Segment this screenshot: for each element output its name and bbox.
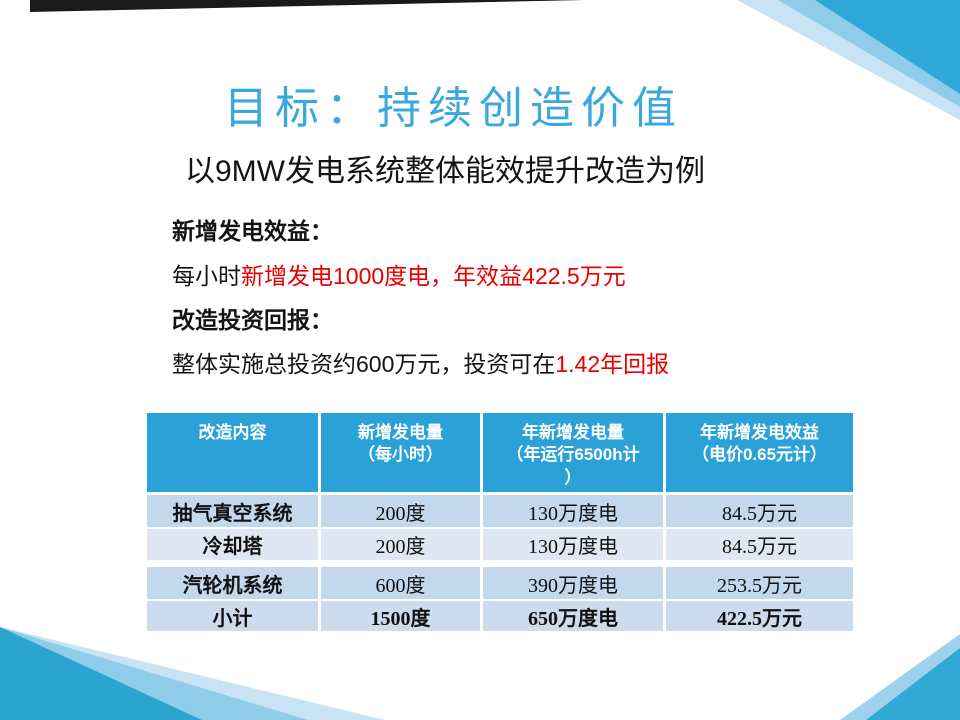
payback-line: 整体实施总投资约600万元，投资可在1.42年回报	[172, 345, 669, 379]
table-header-yearly: 年新增发电量 （年运行6500h计 ）	[483, 413, 663, 492]
benefit-line-red: 新增发电1000度电，年效益422.5万元	[241, 263, 626, 289]
row-name: 抽气真空系统	[147, 495, 318, 527]
row-yearly: 130万度电	[483, 495, 663, 527]
table-header-content: 改造内容	[147, 413, 318, 492]
table-row: 抽气真空系统 200度 130万度电 84.5万元	[147, 495, 853, 527]
corner-decoration-top-right	[737, 0, 960, 120]
row-name: 小计	[147, 601, 318, 631]
row-name: 汽轮机系统	[147, 567, 318, 599]
row-benefit: 253.5万元	[666, 567, 853, 599]
row-hourly: 200度	[321, 495, 480, 527]
row-benefit: 422.5万元	[666, 601, 853, 631]
payback-heading: 改造投资回报：	[172, 307, 333, 333]
corner-decoration-bottom-right	[840, 634, 960, 720]
table-header-benefit: 年新增发电效益 （电价0.65元计）	[666, 413, 853, 492]
row-yearly: 390万度电	[483, 567, 663, 599]
slide-title: 目标：持续创造价值	[224, 84, 683, 133]
row-hourly: 600度	[321, 567, 480, 599]
row-benefit: 84.5万元	[666, 529, 853, 560]
row-name: 冷却塔	[147, 529, 318, 560]
benefit-line-black: 每小时	[172, 263, 241, 289]
payback-line-red: 1.42年回报	[555, 351, 670, 377]
row-hourly: 1500度	[321, 601, 480, 631]
top-edge-black-wedge	[30, 0, 585, 12]
table-header-hourly: 新增发电量 （每小时）	[321, 413, 480, 492]
row-benefit: 84.5万元	[666, 495, 853, 527]
benefit-table: 改造内容 新增发电量 （每小时） 年新增发电量 （年运行6500h计 ） 年新增…	[147, 413, 853, 631]
row-hourly: 200度	[321, 529, 480, 560]
payback-line-black: 整体实施总投资约600万元，投资可在	[172, 351, 556, 377]
benefit-line: 每小时新增发电1000度电，年效益422.5万元	[172, 257, 626, 291]
row-yearly: 130万度电	[483, 529, 663, 560]
table-row: 汽轮机系统 600度 390万度电 253.5万元	[147, 567, 853, 599]
corner-decoration-bottom-left	[0, 627, 385, 720]
table-header-row: 改造内容 新增发电量 （每小时） 年新增发电量 （年运行6500h计 ） 年新增…	[147, 413, 853, 492]
table-row: 冷却塔 200度 130万度电 84.5万元	[147, 529, 853, 560]
row-yearly: 650万度电	[483, 601, 663, 631]
benefit-heading: 新增发电效益：	[172, 218, 333, 244]
table-subtotal-row: 小计 1500度 650万度电 422.5万元	[147, 601, 853, 631]
slide-subtitle: 以9MW发电系统整体能效提升改造为例	[185, 155, 705, 188]
